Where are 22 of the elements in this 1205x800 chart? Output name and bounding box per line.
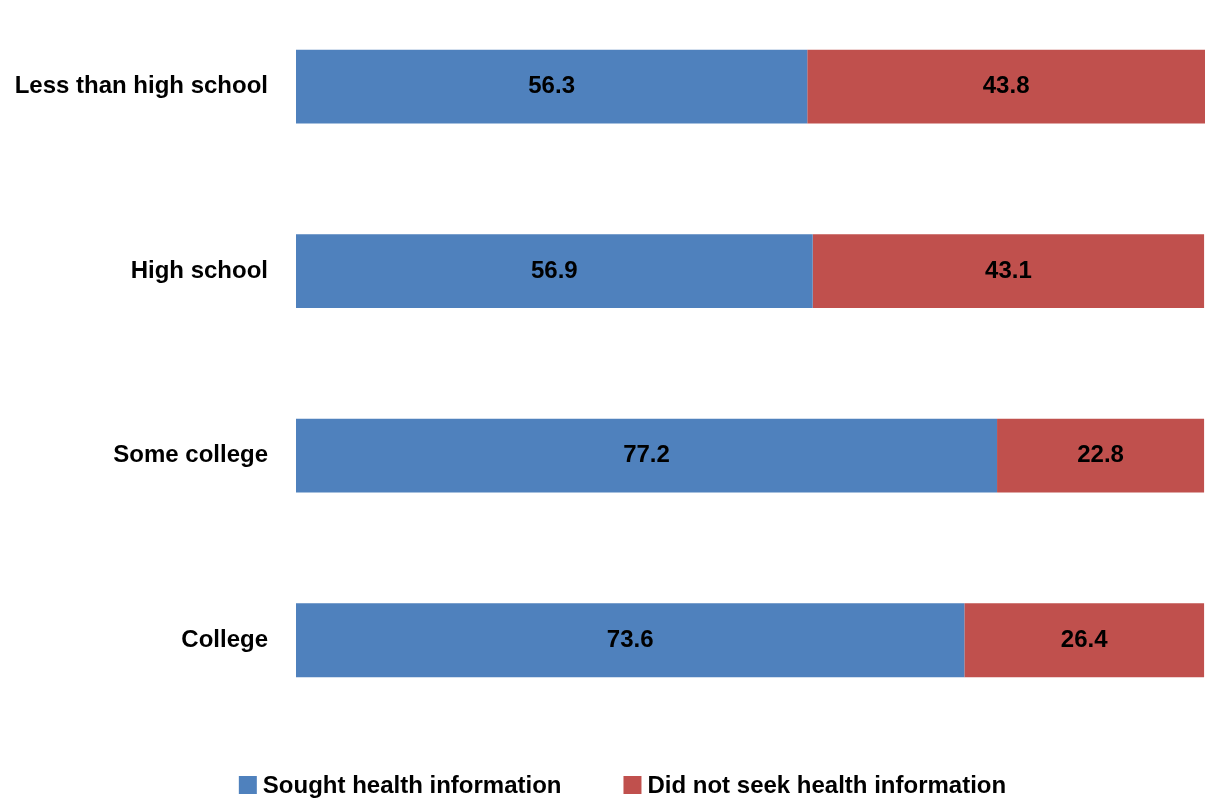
bar [296,603,965,678]
data-label: 43.8 [982,71,1030,99]
y-tick-label: High school [130,255,268,283]
y-tick-label: Some college [113,440,268,468]
y-tick-label: Less than high school [14,71,268,99]
data-label: 56.9 [530,255,578,283]
y-tick-label: College [181,624,268,652]
legend-label: Sought health information [262,770,562,798]
bar [296,418,998,493]
bar [296,49,808,124]
data-label: 26.4 [1060,624,1109,652]
bar [997,418,1205,493]
data-label: 73.6 [606,624,654,652]
data-label: 43.1 [985,255,1032,283]
bar [296,234,813,309]
bar [807,49,1205,124]
bar [964,603,1205,678]
data-label: 77.2 [623,440,670,468]
data-label: 56.3 [528,71,575,99]
bar [812,234,1205,309]
legend-label: Did not seek health information [647,770,1007,798]
data-label: 22.8 [1077,440,1124,468]
